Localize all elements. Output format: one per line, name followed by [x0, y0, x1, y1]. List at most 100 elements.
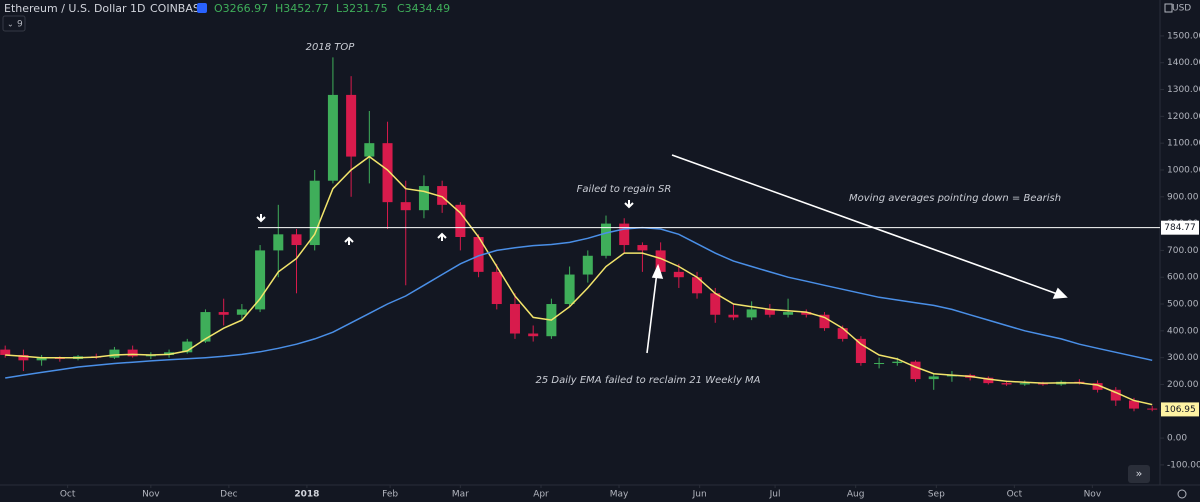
x-tick-label: Apr — [533, 490, 549, 500]
x-tick-label: Jul — [769, 490, 781, 500]
annotation: 25 Daily EMA failed to reclaim 21 Weekly… — [535, 375, 760, 386]
y-tick-label: 300.00 — [1167, 353, 1199, 363]
marker-arrow — [256, 214, 266, 223]
annotation: 2018 TOP — [306, 42, 356, 53]
symbol: Ethereum / U.S. Dollar — [4, 2, 127, 15]
candle-body — [255, 250, 266, 310]
candle-body — [18, 354, 29, 361]
ohlc-open: O3266.97 — [214, 2, 268, 15]
interval: 1D — [130, 2, 145, 15]
candle-body — [837, 328, 848, 339]
scroll-button[interactable] — [1128, 465, 1150, 483]
candle-body — [528, 333, 539, 337]
trend-arrow — [671, 154, 1064, 297]
y-tick-label: 0.00 — [1167, 434, 1187, 444]
candle-body — [364, 143, 375, 157]
x-tick-label: 2018 — [294, 490, 319, 500]
y-tick-label: 700.00 — [1167, 246, 1199, 256]
y-tick-label: 600.00 — [1167, 273, 1199, 283]
y-tick-label: 1000.00 — [1167, 165, 1200, 175]
moving-average — [5, 155, 1153, 406]
candle-body — [418, 186, 429, 211]
candle-body — [637, 245, 648, 251]
candle-body — [309, 180, 320, 246]
x-tick-label: Sep — [928, 490, 945, 500]
candle-body — [601, 223, 612, 256]
annotation: Failed to regain SR — [577, 184, 672, 195]
candle-body — [1128, 400, 1139, 409]
candle-body — [874, 363, 885, 365]
chevron: ⌄ — [7, 20, 14, 29]
last-price-box — [1161, 402, 1199, 417]
candle-body — [509, 304, 520, 334]
candle-body — [382, 143, 393, 203]
candle-body — [200, 312, 211, 342]
candle-body — [564, 274, 575, 305]
indicator-toggle[interactable] — [2, 15, 26, 32]
price-label-box — [1161, 220, 1199, 235]
x-tick-label: Oct — [1007, 490, 1023, 500]
x-tick-label: Jun — [692, 490, 707, 500]
candle-body — [1147, 408, 1158, 410]
settings-icon[interactable] — [1177, 489, 1187, 499]
moving-average — [5, 226, 1153, 379]
currency[interactable]: USD — [1172, 4, 1191, 14]
candle-body — [819, 314, 830, 329]
candle-body — [36, 357, 47, 361]
x-tick-label: Oct — [60, 490, 76, 500]
candle-body — [892, 361, 903, 364]
x-tick-label: Dec — [220, 490, 237, 500]
lock-icon[interactable] — [1164, 3, 1173, 13]
scroll-icon: » — [1136, 467, 1143, 480]
candle-body — [218, 312, 229, 315]
candle-body — [692, 277, 703, 294]
exchange: COINBASE — [150, 2, 207, 15]
x-tick-label: Aug — [847, 490, 865, 500]
x-tick-label: May — [610, 490, 629, 500]
candle-body — [273, 234, 284, 251]
candle-body — [673, 271, 684, 278]
price-label: 784.77 — [1164, 223, 1196, 233]
y-tick-label: 500.00 — [1167, 300, 1199, 310]
candle-body — [182, 341, 193, 353]
candle-body — [783, 312, 794, 315]
y-tick-label: 1100.00 — [1167, 139, 1200, 149]
candle-body — [619, 223, 630, 246]
candle-body — [127, 349, 138, 357]
arrowhead — [651, 263, 664, 279]
candle-body — [983, 377, 994, 384]
candle-body — [400, 202, 411, 211]
candle-body — [801, 312, 812, 315]
x-tick-label: Mar — [452, 490, 469, 500]
candle-body — [1001, 383, 1012, 385]
marker-arrow — [344, 236, 354, 245]
y-tick-label: 1200.00 — [1167, 112, 1200, 122]
x-tick-label: Nov — [1084, 490, 1102, 500]
candle-body — [346, 94, 357, 157]
arrowhead — [1052, 287, 1068, 299]
last-price-label: 106.95 — [1164, 405, 1196, 415]
y-tick-label: 900.00 — [1167, 192, 1199, 202]
candle-body — [236, 309, 247, 315]
candle-body — [928, 376, 939, 380]
candle-body — [655, 250, 666, 272]
candle-body — [327, 94, 338, 181]
candle-body — [582, 255, 593, 275]
candle-body — [746, 309, 757, 318]
flag-icon[interactable] — [197, 3, 207, 13]
marker-arrow — [437, 232, 447, 241]
candle-body — [291, 234, 302, 246]
candle-body — [455, 204, 466, 238]
marker-arrow — [624, 200, 634, 209]
candle-body — [910, 361, 921, 380]
candle-body — [1110, 389, 1121, 401]
candle-body — [710, 293, 721, 315]
x-tick-label: Feb — [382, 490, 398, 500]
candle-body — [855, 338, 866, 364]
candle-body — [0, 349, 11, 355]
y-tick-label: 1400.00 — [1167, 58, 1200, 68]
y-tick-label: 1300.00 — [1167, 85, 1200, 95]
ohlc-high: H3452.77 — [275, 2, 329, 15]
